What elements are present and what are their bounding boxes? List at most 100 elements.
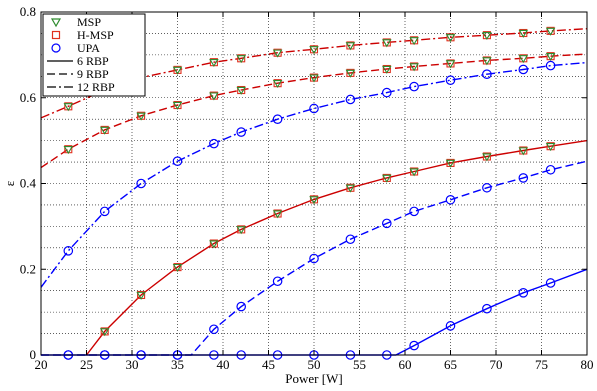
legend-entry: UPA [51, 41, 100, 55]
marker-msp [236, 55, 246, 64]
y-tick-label: 0 [30, 347, 37, 362]
legend-entry: 12 RBP [47, 80, 115, 94]
marker-upa [518, 173, 529, 183]
series-line [40, 61, 588, 288]
marker-msp [545, 143, 556, 152]
marker-upa [381, 87, 392, 98]
marker-msp [409, 63, 419, 72]
marker-upa [309, 103, 319, 114]
marker-upa [209, 138, 219, 149]
marker-msp [172, 66, 183, 75]
legend-marker-circle [51, 43, 61, 53]
marker-upa [445, 321, 456, 331]
legend-label: H-MSP [77, 28, 114, 42]
marker-msp [99, 126, 110, 135]
marker-msp [272, 49, 283, 58]
legend-entry: H-MSP [51, 28, 114, 42]
marker-upa [381, 218, 392, 229]
marker-msp [482, 32, 492, 41]
marker-upa [172, 156, 183, 167]
marker-msp [518, 55, 529, 64]
marker-msp [172, 101, 183, 110]
marker-msp [309, 74, 319, 83]
marker-upa [482, 182, 492, 193]
marker-msp [518, 29, 529, 38]
legend-label: 12 RBP [77, 80, 115, 94]
marker-msp [345, 42, 356, 51]
marker-msp [345, 69, 356, 78]
marker-msp [63, 146, 74, 155]
legend-label: MSP [77, 15, 101, 29]
legend-entry: MSP [50, 15, 101, 29]
y-tick-label: 0.2 [20, 261, 36, 276]
marker-upa [236, 301, 246, 312]
axis-ticks [40, 11, 588, 356]
x-tick-label: 30 [126, 357, 139, 372]
marker-upa [272, 276, 283, 287]
marker-msp [445, 159, 456, 168]
marker-msp [382, 65, 392, 74]
x-tick-label: 75 [535, 357, 548, 372]
marker-upa [309, 253, 319, 264]
marker-upa [236, 127, 246, 137]
x-tick-label: 25 [80, 357, 93, 372]
x-tick-label: 65 [444, 357, 457, 372]
marker-upa [209, 324, 219, 335]
x-tick-label: 60 [399, 357, 412, 372]
y-tick-label: 0.6 [20, 90, 37, 105]
marker-upa [345, 234, 356, 245]
marker-upa [409, 340, 419, 351]
marker-msp [482, 57, 492, 66]
marker-upa [345, 94, 356, 105]
legend-label: UPA [77, 41, 100, 55]
marker-msp [136, 112, 146, 121]
series-msp-h-msp12-rbp [40, 26, 588, 119]
marker-msp [209, 92, 219, 101]
marker-upa [409, 206, 419, 217]
x-tick-label: 80 [581, 357, 594, 372]
marker-upa [445, 194, 456, 205]
marker-msp [136, 291, 146, 300]
x-tick-label: 35 [171, 357, 184, 372]
marker-upa [63, 246, 74, 256]
marker-upa [518, 64, 529, 75]
marker-msp [409, 37, 419, 46]
y-tick-label: 0.4 [20, 176, 37, 191]
series-msp-h-msp9-rbp [40, 52, 588, 169]
legend-label: 9 RBP [77, 67, 109, 81]
marker-upa [482, 69, 492, 79]
marker-msp [272, 210, 283, 219]
marker-msp [345, 184, 356, 193]
y-axis-label: ε [2, 180, 17, 186]
marker-upa [272, 114, 283, 124]
marker-upa [518, 288, 529, 298]
legend-entry: 6 RBP [47, 54, 109, 68]
marker-upa [545, 278, 556, 288]
x-axis-label: Power [W] [285, 371, 342, 386]
legend-marker-triangle [50, 18, 62, 28]
tick-labels: 20 25 30 35 40 45 50 55 60 65 70 75 80 0 0.2 0.4 0.6 0.8 [20, 4, 594, 372]
series-line [85, 139, 588, 356]
series-line [40, 53, 588, 169]
marker-msp [445, 60, 456, 69]
marker-msp [445, 34, 456, 43]
marker-upa [445, 75, 456, 85]
marker-msp [518, 147, 529, 156]
x-tick-label: 50 [308, 357, 321, 372]
marker-upa [99, 206, 110, 217]
legend-label: 6 RBP [77, 54, 109, 68]
series-upa12-rbp [40, 60, 588, 288]
marker-msp [382, 174, 392, 183]
marker-msp [209, 240, 219, 249]
x-tick-label: 40 [217, 357, 230, 372]
series-msp-h-msp6-rbp [85, 139, 588, 356]
marker-msp [99, 328, 110, 337]
marker-msp [545, 53, 556, 62]
marker-msp [63, 103, 74, 112]
marker-msp [409, 168, 419, 177]
y-tick-label: 0.8 [20, 4, 36, 19]
marker-upa [545, 60, 556, 71]
legend-box [42, 13, 146, 97]
